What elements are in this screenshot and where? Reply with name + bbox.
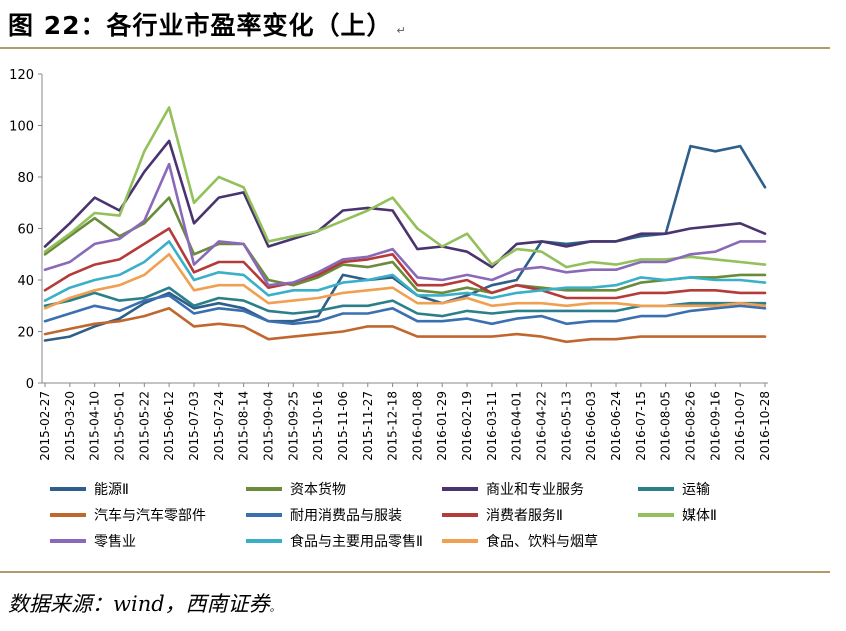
series-line-8 <box>43 162 767 287</box>
y-tick-label-60: 60 <box>17 223 34 238</box>
x-tick-label-4: 2015-05-22 <box>137 391 151 461</box>
series-line-5 <box>43 294 767 326</box>
x-tick-label-28: 2016-10-07 <box>733 391 747 461</box>
source-text: 数据来源：wind，西南证券 <box>8 592 270 616</box>
series-line-2 <box>43 139 767 269</box>
y-tick-label-80: 80 <box>17 171 34 186</box>
x-tick-label-20: 2016-04-22 <box>535 391 549 461</box>
legend-swatch-2 <box>442 487 478 491</box>
series-line-10 <box>43 253 767 310</box>
x-tick-label-14: 2015-12-18 <box>386 391 400 461</box>
series-line-7 <box>43 106 767 269</box>
x-tick-label-23: 2016-06-24 <box>609 391 623 461</box>
legend-item-1: 资本货物 <box>246 480 346 498</box>
legend-item-0: 能源Ⅱ <box>50 480 129 498</box>
legend-swatch-3 <box>638 487 674 491</box>
legend-swatch-5 <box>246 513 282 517</box>
x-tick-label-19: 2016-04-01 <box>510 391 524 461</box>
x-tick-label-1: 2015-03-20 <box>63 391 77 461</box>
line-chart: 0 20 40 60 80 100 120 2015-02-27 2015-03-20 2015-… <box>9 68 772 461</box>
legend-swatch-7 <box>638 513 674 517</box>
series-line-1 <box>43 196 767 295</box>
title-return-mark: ↵ <box>396 24 407 37</box>
legend-item-4: 汽车与汽车零部件 <box>50 506 206 524</box>
x-tick-label-7: 2015-07-24 <box>212 391 226 461</box>
x-tick-label-5: 2015-06-12 <box>162 391 176 461</box>
x-tick-label-0: 2015-02-27 <box>38 391 52 461</box>
x-tick-label-22: 2016-06-03 <box>584 391 598 461</box>
legend-label-1: 资本货物 <box>290 482 346 498</box>
legend-label-10: 食品、饮料与烟草 <box>486 534 598 550</box>
series-line-9 <box>43 240 767 302</box>
x-tick-label-3: 2015-05-01 <box>112 391 126 461</box>
legend-label-2: 商业和专业服务 <box>486 482 584 498</box>
legend-item-3: 运输 <box>638 480 710 498</box>
legend-item-5: 耐用消费品与服装 <box>246 506 402 524</box>
legend-swatch-4 <box>50 513 86 517</box>
legend-item-9: 食品与主要用品零售Ⅱ <box>246 532 423 550</box>
x-tick-label-27: 2016-09-16 <box>708 391 722 461</box>
legend-label-5: 耐用消费品与服装 <box>290 508 402 524</box>
bottom-divider <box>0 571 830 573</box>
x-tick-label-10: 2015-09-25 <box>286 391 300 461</box>
x-tick-label-29: 2016-10-28 <box>758 391 772 461</box>
y-tick-label-0: 0 <box>26 377 34 392</box>
legend-swatch-9 <box>246 539 282 543</box>
x-tick-label-18: 2016-03-11 <box>485 391 499 461</box>
figure-title-text: 图 22：各行业市盈率变化（上） <box>8 11 393 40</box>
source-end-mark: 。 <box>269 601 281 614</box>
x-tick-label-11: 2015-10-16 <box>311 391 325 461</box>
x-tick-label-25: 2016-08-05 <box>659 391 673 461</box>
y-tick-label-100: 100 <box>9 120 34 135</box>
x-tick-label-21: 2016-05-13 <box>559 391 573 461</box>
legend-label-9: 食品与主要用品零售Ⅱ <box>290 534 423 550</box>
legend-item-2: 商业和专业服务 <box>442 480 584 498</box>
x-tick-label-24: 2016-07-15 <box>634 391 648 461</box>
x-tick-label-13: 2015-11-27 <box>361 391 375 461</box>
x-tick-label-17: 2016-02-19 <box>460 391 474 461</box>
legend-swatch-6 <box>442 513 478 517</box>
source-note: 数据来源：wind，西南证券。 <box>8 588 281 618</box>
legend-item-7: 媒体Ⅱ <box>638 506 717 524</box>
top-divider <box>0 47 830 49</box>
series-line-6 <box>43 227 767 300</box>
legend-swatch-0 <box>50 487 86 491</box>
series-line-4 <box>43 306 767 344</box>
legend-item-6: 消费者服务Ⅱ <box>442 506 563 524</box>
legend-label-6: 消费者服务Ⅱ <box>486 508 563 524</box>
legend-label-8: 零售业 <box>94 534 136 550</box>
x-tick-label-2: 2015-04-10 <box>88 391 102 461</box>
legend-label-4: 汽车与汽车零部件 <box>94 508 206 524</box>
legend-label-3: 运输 <box>682 482 710 498</box>
legend-label-0: 能源Ⅱ <box>94 482 129 498</box>
legend-swatch-8 <box>50 539 86 543</box>
x-tick-label-16: 2016-01-29 <box>435 391 449 461</box>
x-tick-label-8: 2015-08-14 <box>237 391 251 461</box>
x-tick-label-6: 2015-07-03 <box>187 391 201 461</box>
x-tick-label-12: 2015-11-06 <box>336 391 350 461</box>
y-tick-label-120: 120 <box>9 68 34 83</box>
figure-title: 图 22：各行业市盈率变化（上） ↵ <box>8 6 407 42</box>
x-tick-label-9: 2015-09-04 <box>261 391 275 461</box>
legend-swatch-1 <box>246 487 282 491</box>
x-tick-label-26: 2016-08-26 <box>684 391 698 461</box>
y-tick-label-20: 20 <box>17 326 34 341</box>
series-line-0 <box>43 144 767 342</box>
x-tick-label-15: 2016-01-08 <box>410 391 424 461</box>
legend-item-8: 零售业 <box>50 532 136 550</box>
legend-item-10: 食品、饮料与烟草 <box>442 532 598 550</box>
legend-label-7: 媒体Ⅱ <box>682 508 717 524</box>
legend-swatch-10 <box>442 539 478 543</box>
y-tick-label-40: 40 <box>17 274 34 289</box>
